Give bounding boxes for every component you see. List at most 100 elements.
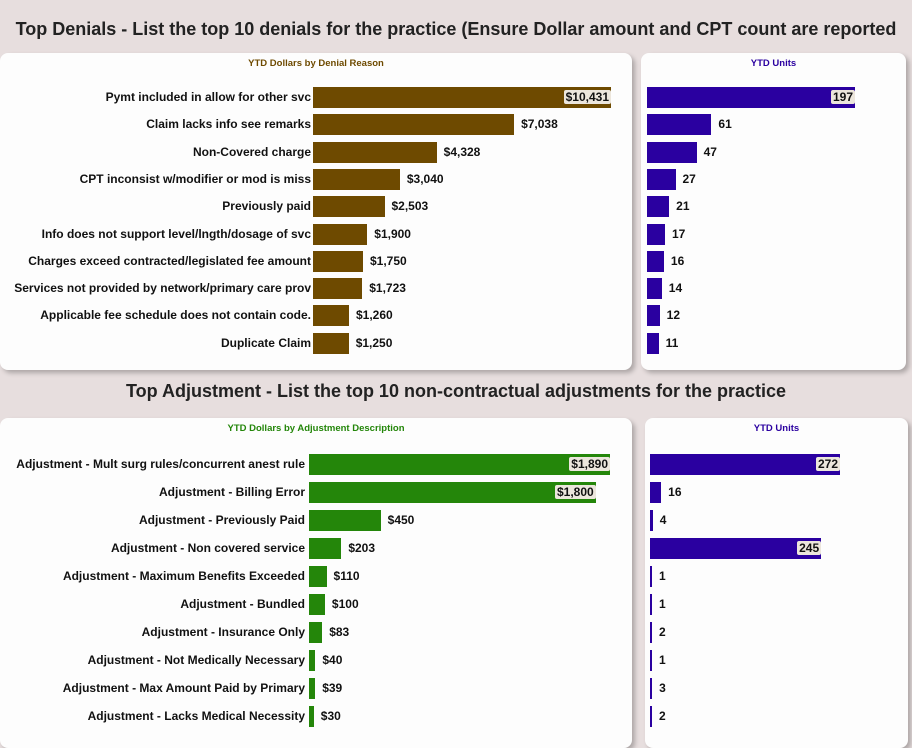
bar[interactable] bbox=[650, 510, 653, 531]
bar[interactable] bbox=[309, 510, 381, 531]
chart-title: YTD Dollars by Denial Reason bbox=[248, 58, 384, 69]
bar[interactable] bbox=[309, 566, 327, 587]
bar[interactable] bbox=[647, 332, 659, 354]
bar[interactable] bbox=[650, 482, 662, 503]
category-label: Adjustment - Insurance Only bbox=[141, 625, 305, 639]
category-label: Previously paid bbox=[222, 199, 311, 214]
bar-row: 11 bbox=[641, 332, 906, 355]
bar[interactable] bbox=[650, 538, 822, 559]
bar[interactable] bbox=[647, 250, 664, 272]
bar-row: Adjustment - Max Amount Paid by Primary $… bbox=[0, 678, 632, 700]
bar[interactable] bbox=[650, 678, 653, 699]
bar[interactable] bbox=[309, 650, 316, 671]
bar[interactable] bbox=[647, 87, 855, 108]
bar[interactable] bbox=[650, 706, 652, 727]
category-label: Services not provided by network/primary… bbox=[14, 281, 311, 296]
data-label: 1 bbox=[659, 653, 666, 667]
bar[interactable] bbox=[313, 332, 349, 354]
data-label: 2 bbox=[659, 709, 666, 723]
bar-row: Info does not support level/lngth/dosage… bbox=[0, 223, 632, 246]
data-label: 3 bbox=[659, 681, 666, 695]
bar-row: 3 bbox=[645, 678, 908, 700]
bar[interactable] bbox=[313, 250, 363, 272]
bar-row: Previously paid $2,503 bbox=[0, 196, 632, 218]
data-label: 27 bbox=[682, 171, 696, 186]
bar[interactable] bbox=[650, 454, 840, 475]
data-label: $1,260 bbox=[355, 308, 393, 323]
bar[interactable] bbox=[647, 278, 662, 300]
denial-dollars-chart: YTD Dollars by Denial Reason Pymt includ… bbox=[0, 53, 632, 370]
data-label: $450 bbox=[387, 513, 415, 527]
bar-row: 12 bbox=[641, 305, 906, 327]
data-label: 12 bbox=[666, 308, 681, 323]
bar[interactable] bbox=[309, 454, 610, 475]
bar-row: 47 bbox=[641, 141, 906, 164]
data-label: $1,250 bbox=[355, 335, 393, 350]
category-label: Adjustment - Previously Paid bbox=[138, 513, 305, 527]
category-label: CPT inconsist w/modifier or mod is miss bbox=[79, 171, 311, 186]
bar[interactable] bbox=[313, 278, 363, 300]
bar[interactable] bbox=[309, 482, 596, 503]
bar-row: 16 bbox=[641, 250, 906, 273]
chart-title: YTD Dollars by Adjustment Description bbox=[227, 423, 405, 434]
data-label: $1,750 bbox=[369, 253, 407, 268]
bar[interactable] bbox=[650, 566, 652, 587]
data-label: 61 bbox=[718, 117, 732, 132]
bar[interactable] bbox=[647, 196, 670, 218]
data-label: $40 bbox=[322, 653, 343, 667]
data-label: $2,503 bbox=[391, 199, 429, 214]
bar-row: Adjustment - Lacks Medical Necessity $30 bbox=[0, 706, 632, 728]
bar[interactable] bbox=[309, 538, 342, 559]
bar-row: 17 bbox=[641, 223, 906, 246]
bar[interactable] bbox=[650, 594, 652, 615]
data-label: $1,890 bbox=[569, 457, 610, 471]
category-label: Adjustment - Maximum Benefits Exceeded bbox=[62, 569, 305, 583]
category-label: Adjustment - Non covered service bbox=[110, 541, 305, 555]
bar[interactable] bbox=[313, 196, 385, 218]
bar[interactable] bbox=[647, 305, 660, 327]
bar[interactable] bbox=[309, 678, 316, 699]
bar-row: Services not provided by network/primary… bbox=[0, 278, 632, 300]
bar[interactable] bbox=[647, 168, 676, 190]
bar[interactable] bbox=[647, 114, 712, 136]
bar-row: 2 bbox=[645, 706, 908, 728]
data-label: $100 bbox=[331, 597, 359, 611]
bar[interactable] bbox=[309, 706, 314, 727]
bar-row: 1 bbox=[645, 594, 908, 616]
data-label: $1,800 bbox=[554, 485, 596, 499]
bar-row: Duplicate Claim $1,250 bbox=[0, 332, 632, 355]
bar[interactable] bbox=[313, 87, 611, 108]
category-label: Adjustment - Not Medically Necessary bbox=[87, 653, 305, 667]
bar[interactable] bbox=[647, 223, 665, 245]
bar[interactable] bbox=[313, 114, 515, 136]
data-label: 2 bbox=[659, 625, 666, 639]
adjustments-section-title: Top Adjustment - List the top 10 non-con… bbox=[125, 381, 787, 401]
bar[interactable] bbox=[309, 594, 325, 615]
bar[interactable] bbox=[313, 141, 437, 163]
bar-row: Adjustment - Insurance Only $83 bbox=[0, 622, 632, 644]
bar-row: Adjustment - Billing Error $1,800 bbox=[0, 482, 632, 504]
bar[interactable] bbox=[309, 622, 323, 643]
data-label: 1 bbox=[659, 597, 666, 611]
bar[interactable] bbox=[650, 622, 652, 643]
chart-title: YTD Units bbox=[750, 58, 797, 69]
bar-row: 2 bbox=[645, 622, 908, 644]
data-label: 245 bbox=[797, 541, 822, 555]
data-label: 272 bbox=[815, 457, 840, 471]
category-label: Applicable fee schedule does not contain… bbox=[40, 308, 311, 323]
bar-row: 14 bbox=[641, 278, 906, 300]
data-label: $10,431 bbox=[563, 90, 611, 104]
bar[interactable] bbox=[313, 305, 349, 327]
data-label: 16 bbox=[670, 253, 685, 268]
bar[interactable] bbox=[650, 650, 652, 671]
bar-row: 61 bbox=[641, 114, 906, 136]
bar[interactable] bbox=[313, 168, 400, 190]
category-label: Adjustment - Max Amount Paid by Primary bbox=[62, 681, 305, 695]
bar[interactable] bbox=[313, 223, 368, 245]
data-label: $30 bbox=[320, 709, 341, 723]
data-label: $4,328 bbox=[443, 144, 481, 159]
category-label: Info does not support level/lngth/dosage… bbox=[41, 226, 311, 241]
category-label: Adjustment - Lacks Medical Necessity bbox=[87, 709, 305, 723]
bar[interactable] bbox=[647, 141, 697, 163]
data-label: $1,900 bbox=[374, 226, 411, 241]
